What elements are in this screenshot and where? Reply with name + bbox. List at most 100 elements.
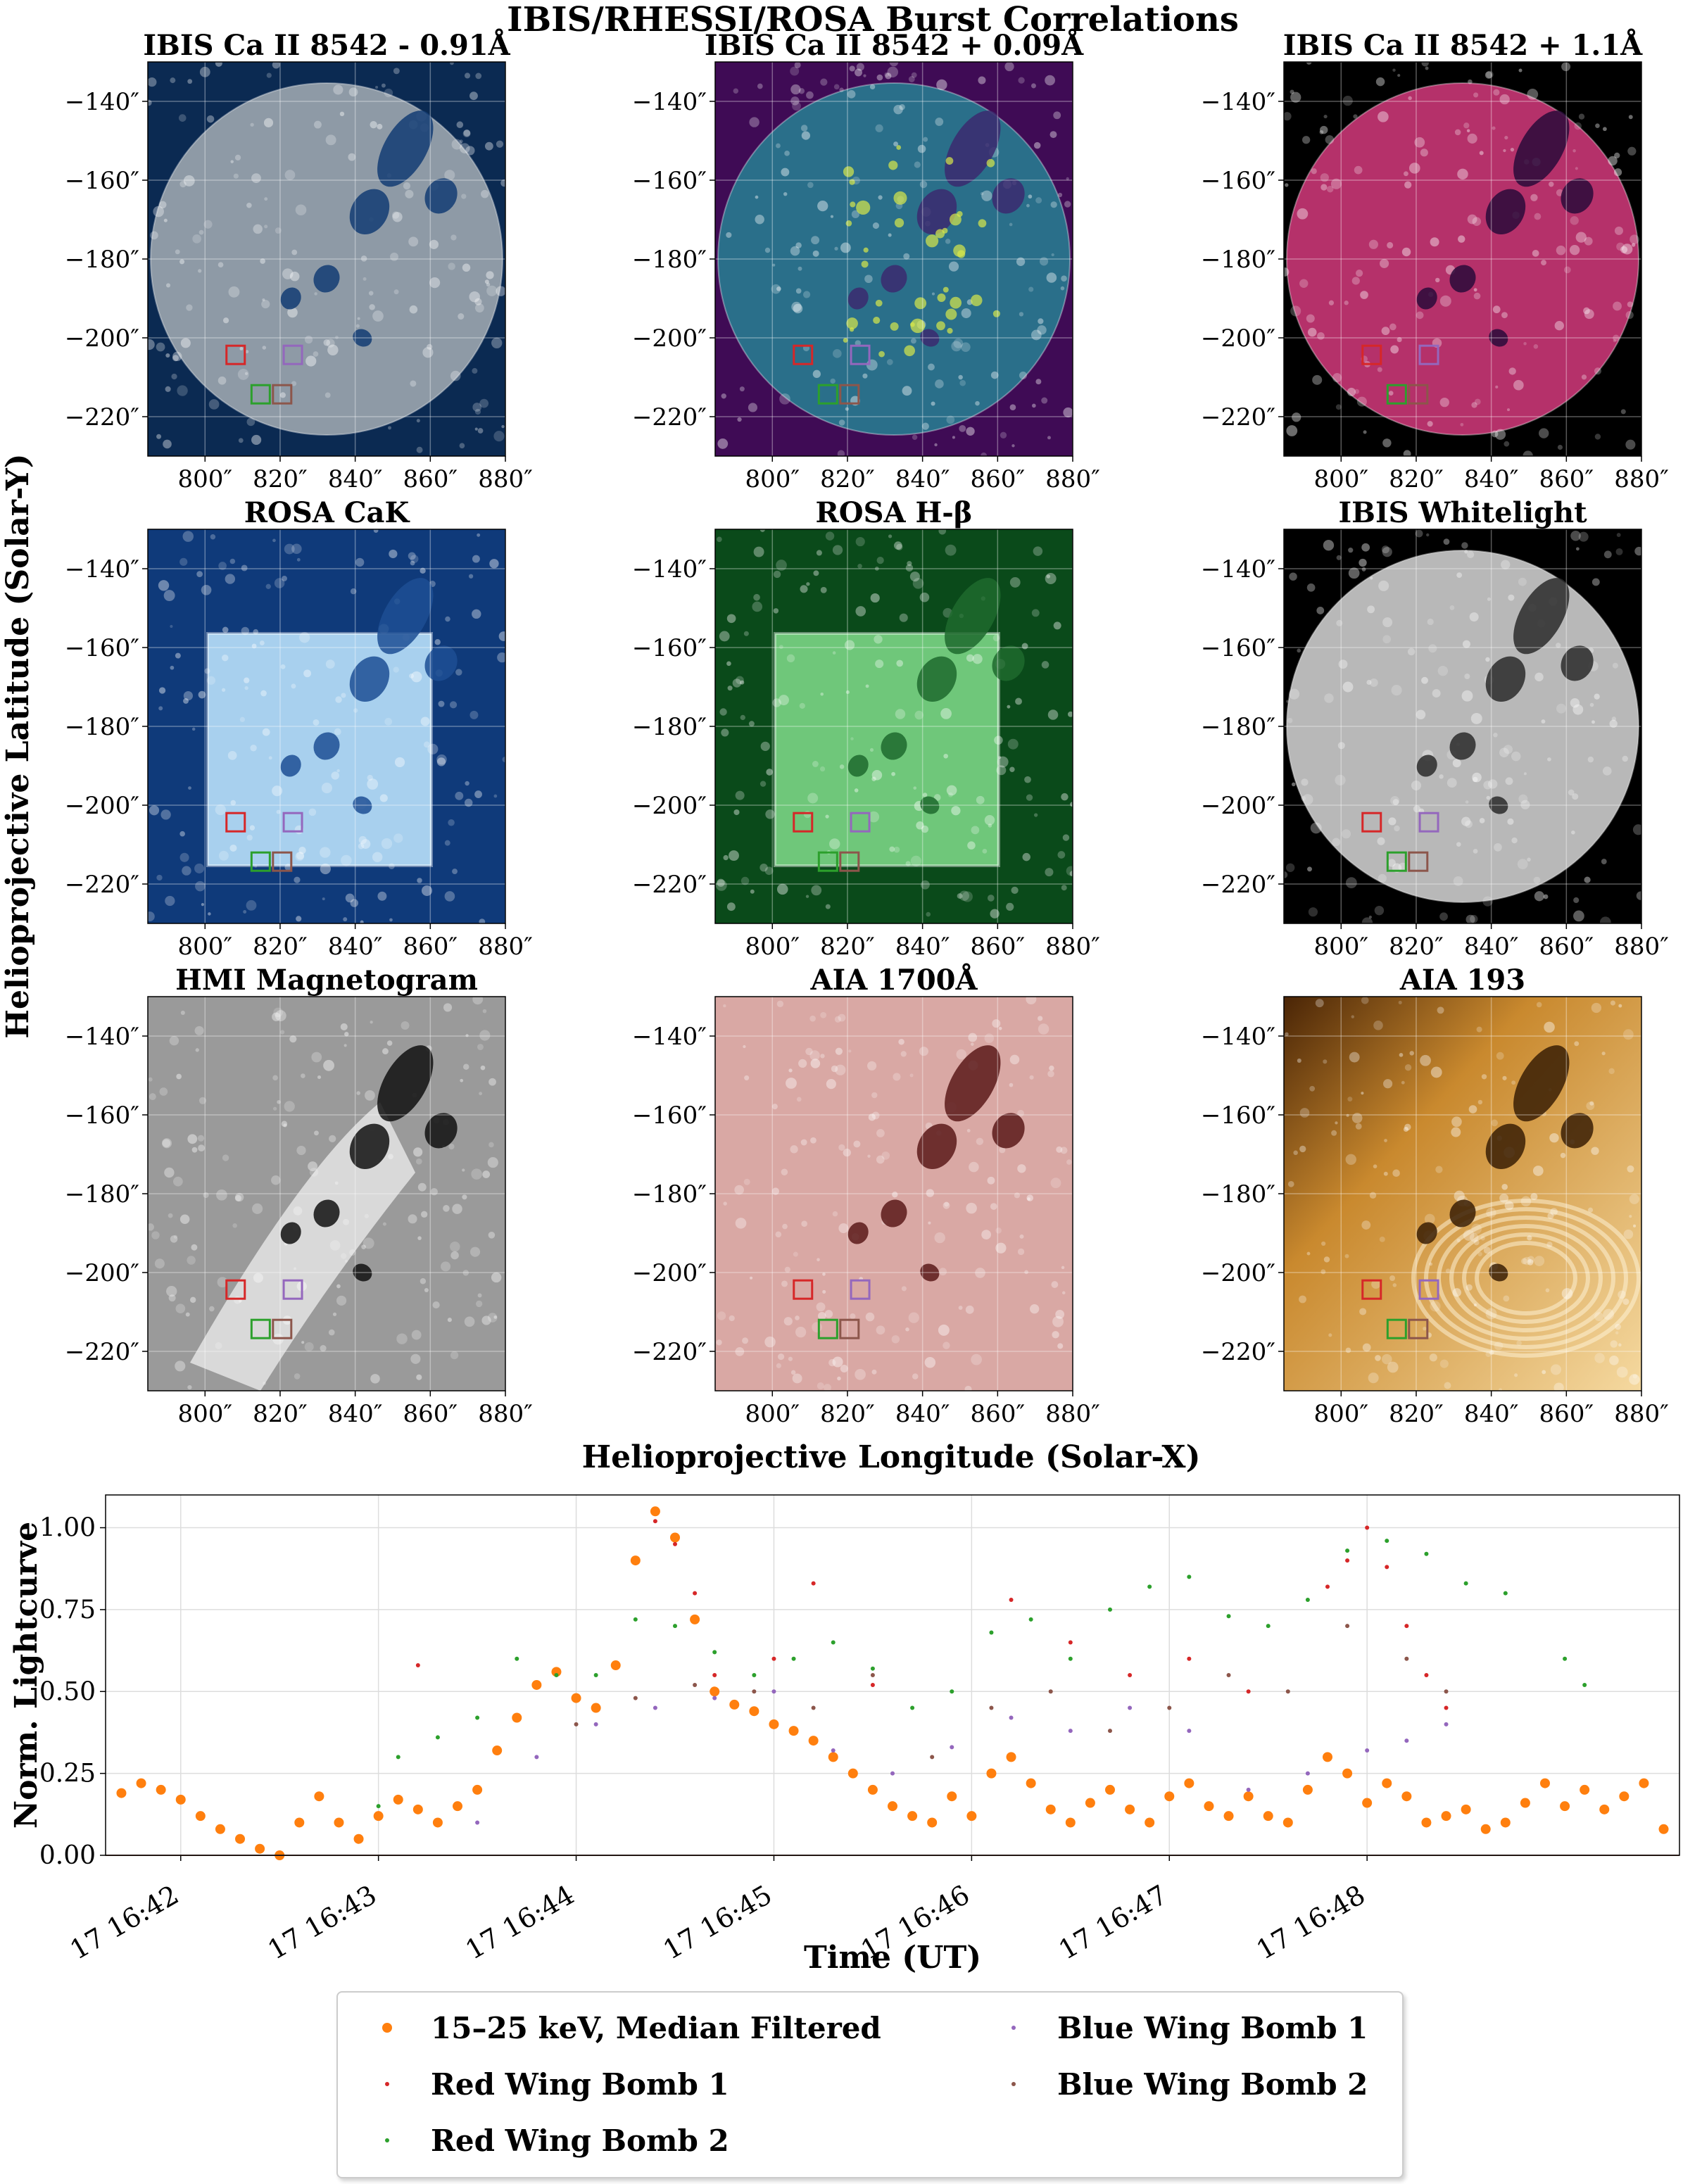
texture-grain <box>1452 1288 1461 1297</box>
texture-grain <box>896 543 903 550</box>
texture-grain <box>1016 257 1026 266</box>
texture-grain <box>742 1337 749 1344</box>
texture-grain <box>1026 997 1037 1005</box>
texture-grain <box>1356 396 1367 407</box>
texture-grain <box>870 593 880 603</box>
texture-grain <box>726 902 736 911</box>
data-point <box>554 1673 559 1677</box>
texture-grain <box>1568 789 1575 796</box>
texture-grain <box>177 385 188 396</box>
texture-grain <box>1428 644 1437 653</box>
texture-grain <box>272 785 283 797</box>
texture-grain <box>816 550 822 556</box>
texture-grain <box>369 304 375 310</box>
texture-grain <box>781 168 790 177</box>
texture-grain <box>172 355 179 362</box>
data-point <box>670 1532 681 1543</box>
texture-grain <box>427 343 433 350</box>
texture-grain <box>496 286 505 296</box>
texture-grain <box>372 310 384 322</box>
bright-point <box>893 191 907 205</box>
y-tick-label: −220″ <box>65 1338 139 1366</box>
texture-grain <box>1629 1215 1632 1218</box>
texture-grain <box>1336 555 1342 560</box>
data-point <box>1461 1804 1471 1814</box>
texture-grain <box>168 1294 176 1302</box>
texture-grain <box>1368 239 1378 249</box>
texture-grain <box>408 552 416 560</box>
texture-grain <box>268 756 272 760</box>
texture-grain <box>1057 1343 1064 1349</box>
texture-grain <box>335 696 342 703</box>
texture-grain <box>1009 1082 1014 1087</box>
texture-grain <box>222 317 229 324</box>
data-point <box>255 1843 265 1854</box>
texture-grain <box>1632 1374 1637 1379</box>
x-tick-label: 880″ <box>478 933 533 961</box>
coronal-loop <box>1411 1199 1641 1358</box>
texture-grain <box>1631 243 1636 247</box>
texture-grain <box>498 631 505 641</box>
texture-grain <box>996 765 1007 776</box>
texture-grain <box>1363 430 1367 434</box>
texture-grain <box>477 1293 482 1298</box>
data-point <box>1026 1778 1036 1788</box>
dark-feature <box>847 1222 869 1244</box>
texture-grain <box>191 1147 198 1153</box>
data-point <box>1305 1597 1310 1602</box>
texture-grain <box>1361 1092 1364 1095</box>
texture-grain <box>427 743 439 755</box>
data-point <box>927 1817 938 1828</box>
texture-grain <box>830 215 834 218</box>
data-point <box>1187 1574 1192 1579</box>
data-point <box>630 1555 641 1566</box>
texture-grain <box>1064 201 1071 208</box>
texture-grain <box>1501 560 1511 569</box>
texture-grain <box>486 285 498 296</box>
texture-grain <box>795 1315 800 1320</box>
y-tick-label: −180″ <box>1201 1180 1275 1208</box>
texture-grain <box>1045 75 1055 86</box>
texture-grain <box>1573 910 1584 922</box>
data-point <box>712 1650 717 1655</box>
y-tick-label: −200″ <box>1201 1259 1275 1287</box>
texture-grain <box>448 263 455 270</box>
texture-grain <box>423 741 430 748</box>
data-point <box>1322 1752 1332 1762</box>
texture-grain <box>287 307 298 318</box>
texture-grain <box>721 728 729 737</box>
texture-grain <box>194 1025 204 1035</box>
texture-grain <box>192 234 201 244</box>
bright-point <box>846 317 858 329</box>
dark-feature <box>377 578 434 655</box>
texture-grain <box>415 1158 422 1165</box>
bomb-region-box <box>1361 812 1382 833</box>
texture-grain <box>488 1078 496 1086</box>
data-point <box>867 1784 878 1795</box>
data-point <box>1404 1656 1409 1661</box>
texture-grain <box>1608 156 1618 166</box>
legend-marker-green <box>359 2119 415 2161</box>
texture-grain <box>1049 131 1057 139</box>
texture-grain <box>910 338 916 344</box>
texture-grain <box>805 895 809 898</box>
texture-grain <box>765 809 775 819</box>
texture-grain <box>375 85 379 89</box>
texture-grain <box>790 66 800 76</box>
texture-grain <box>806 582 810 586</box>
texture-grain <box>881 1151 890 1160</box>
texture-grain <box>327 344 339 355</box>
data-point <box>673 1541 678 1546</box>
texture-grain <box>363 277 367 281</box>
bright-point <box>894 217 904 228</box>
texture-grain <box>272 538 276 543</box>
bomb-region-box <box>225 1279 246 1300</box>
texture-grain <box>244 677 250 683</box>
texture-grain <box>924 1356 936 1368</box>
data-point <box>1444 1689 1449 1694</box>
y-tick-label: −140″ <box>1201 88 1275 116</box>
texture-grain <box>864 274 873 284</box>
y-tick-label: −200″ <box>632 324 707 353</box>
texture-grain <box>165 895 175 907</box>
texture-grain <box>1492 126 1496 130</box>
